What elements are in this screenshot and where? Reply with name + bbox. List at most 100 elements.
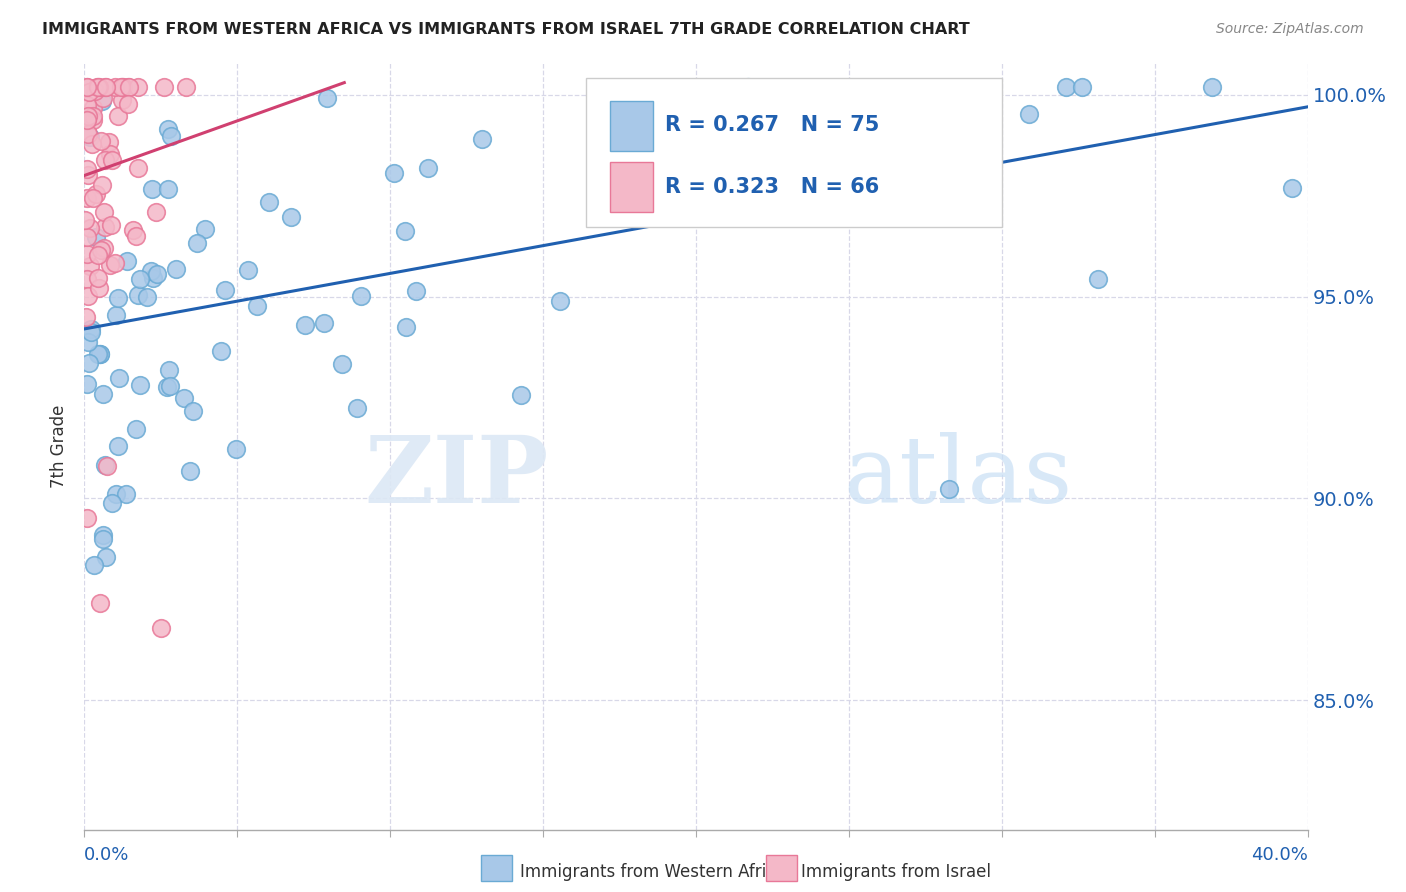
Point: [91, 178, 114, 192]
Point: [76, 113, 98, 128]
Point: [316, 91, 339, 105]
Point: [86, 248, 108, 262]
Point: [127, 161, 149, 176]
Point: [157, 363, 180, 377]
Point: [225, 442, 247, 457]
Point: [111, 79, 134, 94]
Point: [118, 79, 141, 94]
Point: [194, 221, 217, 235]
Point: [149, 621, 172, 635]
FancyBboxPatch shape: [610, 162, 654, 212]
Point: [173, 391, 195, 405]
Point: [156, 182, 179, 196]
Point: [76, 377, 98, 392]
Point: [1087, 272, 1109, 286]
Point: [125, 229, 148, 244]
Point: [416, 161, 439, 175]
Point: [146, 267, 169, 281]
Point: [152, 79, 174, 94]
Point: [471, 131, 494, 145]
Point: [84, 84, 107, 98]
Point: [76, 246, 98, 260]
Text: ZIP: ZIP: [366, 432, 550, 522]
Point: [82, 136, 104, 151]
Point: [115, 487, 138, 501]
Point: [76, 124, 98, 138]
Point: [128, 271, 150, 285]
Point: [98, 135, 121, 149]
FancyBboxPatch shape: [610, 101, 654, 151]
Point: [104, 79, 127, 94]
Point: [76, 229, 98, 244]
Point: [165, 261, 187, 276]
Point: [122, 223, 145, 237]
Point: [737, 79, 759, 94]
Text: IMMIGRANTS FROM WESTERN AFRICA VS IMMIGRANTS FROM ISRAEL 7TH GRADE CORRELATION C: IMMIGRANTS FROM WESTERN AFRICA VS IMMIGR…: [42, 22, 970, 37]
Point: [117, 79, 139, 94]
Point: [82, 191, 104, 205]
Point: [76, 79, 98, 94]
Point: [395, 320, 418, 334]
Point: [77, 289, 100, 303]
Point: [280, 211, 302, 225]
Point: [159, 379, 181, 393]
Point: [394, 225, 416, 239]
Point: [349, 288, 371, 302]
Point: [82, 112, 104, 127]
Point: [89, 347, 111, 361]
Point: [105, 308, 128, 322]
Text: R = 0.323   N = 66: R = 0.323 N = 66: [665, 177, 880, 197]
Point: [93, 204, 115, 219]
Text: 40.0%: 40.0%: [1251, 846, 1308, 863]
Point: [93, 241, 115, 255]
Point: [257, 195, 280, 210]
Point: [76, 79, 98, 94]
Point: [87, 281, 110, 295]
Point: [77, 168, 100, 182]
Point: [107, 109, 129, 123]
Point: [1054, 79, 1077, 94]
Point: [179, 464, 201, 478]
Point: [246, 299, 269, 313]
Point: [160, 128, 183, 143]
Point: [89, 243, 111, 257]
Point: [117, 254, 139, 268]
Point: [145, 204, 167, 219]
Point: [1018, 106, 1040, 120]
Point: [76, 109, 98, 123]
Point: [94, 219, 117, 234]
FancyBboxPatch shape: [586, 78, 1002, 227]
Point: [101, 153, 124, 167]
Point: [314, 316, 336, 330]
Point: [127, 288, 149, 302]
Point: [181, 404, 204, 418]
Point: [89, 597, 111, 611]
Point: [90, 134, 112, 148]
Point: [82, 101, 104, 115]
Point: [87, 79, 110, 94]
Point: [77, 356, 100, 370]
Point: [142, 271, 165, 285]
Point: [91, 91, 114, 105]
Point: [79, 221, 101, 235]
Text: 0.0%: 0.0%: [84, 846, 129, 863]
Point: [73, 213, 96, 227]
Point: [174, 79, 197, 94]
Point: [1070, 79, 1092, 94]
Point: [91, 532, 114, 546]
Point: [79, 259, 101, 273]
Point: [86, 79, 108, 94]
Point: [405, 284, 427, 298]
Point: [79, 322, 101, 336]
Text: R = 0.267   N = 75: R = 0.267 N = 75: [665, 115, 880, 136]
Point: [87, 270, 110, 285]
Point: [84, 230, 107, 244]
Point: [330, 357, 353, 371]
Point: [76, 162, 98, 177]
Point: [100, 219, 122, 233]
Point: [156, 380, 179, 394]
Point: [87, 79, 110, 94]
Point: [76, 335, 98, 350]
Point: [76, 191, 98, 205]
Point: [96, 549, 118, 564]
